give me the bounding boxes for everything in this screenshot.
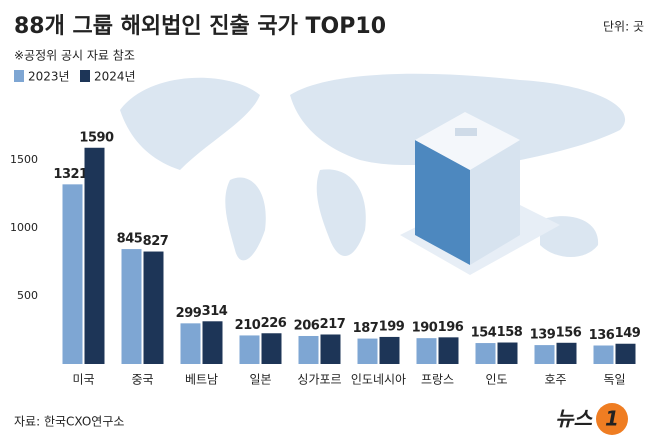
bar bbox=[261, 333, 282, 364]
x-tick-label: 프랑스 bbox=[421, 373, 454, 387]
value-label: 196 bbox=[438, 320, 464, 335]
x-tick-label: 싱가포르 bbox=[297, 373, 341, 387]
y-tick-label: 500 bbox=[17, 289, 38, 302]
bar bbox=[202, 321, 223, 364]
bar bbox=[593, 345, 614, 364]
x-tick-label: 인도네시아 bbox=[351, 373, 406, 387]
unit-label: 단위: 곳 bbox=[603, 20, 644, 34]
value-label: 299 bbox=[176, 306, 202, 321]
bar bbox=[298, 335, 319, 364]
bar bbox=[62, 184, 83, 364]
bar bbox=[84, 147, 105, 364]
logo-circle bbox=[596, 403, 628, 435]
value-label: 154 bbox=[471, 326, 497, 341]
chart-title: 88개 그룹 해외법인 진출 국가 TOP10 bbox=[14, 14, 386, 39]
bar bbox=[534, 345, 555, 364]
bar bbox=[615, 343, 636, 364]
bar bbox=[438, 337, 459, 364]
x-tick-label: 독일 bbox=[603, 373, 625, 387]
bar bbox=[320, 334, 341, 364]
bar bbox=[121, 249, 142, 364]
value-label: 187 bbox=[353, 321, 379, 336]
value-label: 156 bbox=[556, 325, 582, 340]
value-label: 158 bbox=[497, 325, 523, 340]
value-label: 210 bbox=[235, 318, 261, 333]
bar bbox=[416, 338, 437, 364]
value-label: 314 bbox=[202, 304, 228, 319]
value-label: 199 bbox=[379, 319, 405, 334]
value-label: 827 bbox=[143, 234, 169, 249]
y-tick-label: 1000 bbox=[10, 221, 38, 234]
value-label: 136 bbox=[589, 328, 615, 343]
x-tick-label: 인도 bbox=[485, 373, 507, 387]
bar bbox=[143, 251, 164, 364]
logo-mark: 1 bbox=[605, 407, 619, 431]
bar bbox=[180, 323, 201, 364]
value-label: 190 bbox=[412, 321, 438, 336]
legend-label: 2024년 bbox=[94, 70, 136, 84]
value-label: 139 bbox=[530, 328, 556, 343]
value-label: 1321 bbox=[53, 167, 88, 182]
legend-label: 2023년 bbox=[28, 70, 70, 84]
subtitle: ※공정위 공시 자료 참조 bbox=[14, 49, 135, 63]
bar bbox=[239, 335, 260, 364]
x-tick-label: 중국 bbox=[131, 373, 153, 387]
value-label: 206 bbox=[294, 318, 320, 333]
bar bbox=[475, 343, 496, 364]
value-label: 845 bbox=[117, 232, 143, 247]
value-label: 226 bbox=[261, 316, 287, 331]
source: 자료: 한국CXO연구소 bbox=[14, 415, 124, 429]
legend-swatch bbox=[14, 70, 24, 82]
y-tick-label: 1500 bbox=[10, 153, 38, 166]
legend-swatch bbox=[80, 70, 90, 82]
building bbox=[400, 112, 560, 275]
x-tick-label: 일본 bbox=[249, 373, 271, 387]
bar bbox=[357, 338, 378, 364]
bar bbox=[379, 336, 400, 364]
bar bbox=[497, 342, 518, 364]
value-label: 217 bbox=[320, 317, 346, 332]
logo-text: 뉴스 bbox=[555, 407, 593, 431]
x-tick-label: 호주 bbox=[544, 373, 566, 387]
value-label: 149 bbox=[615, 326, 641, 341]
x-tick-label: 베트남 bbox=[185, 373, 218, 387]
x-tick-label: 미국 bbox=[72, 373, 94, 387]
bar bbox=[556, 342, 577, 364]
value-label: 1590 bbox=[79, 130, 114, 145]
